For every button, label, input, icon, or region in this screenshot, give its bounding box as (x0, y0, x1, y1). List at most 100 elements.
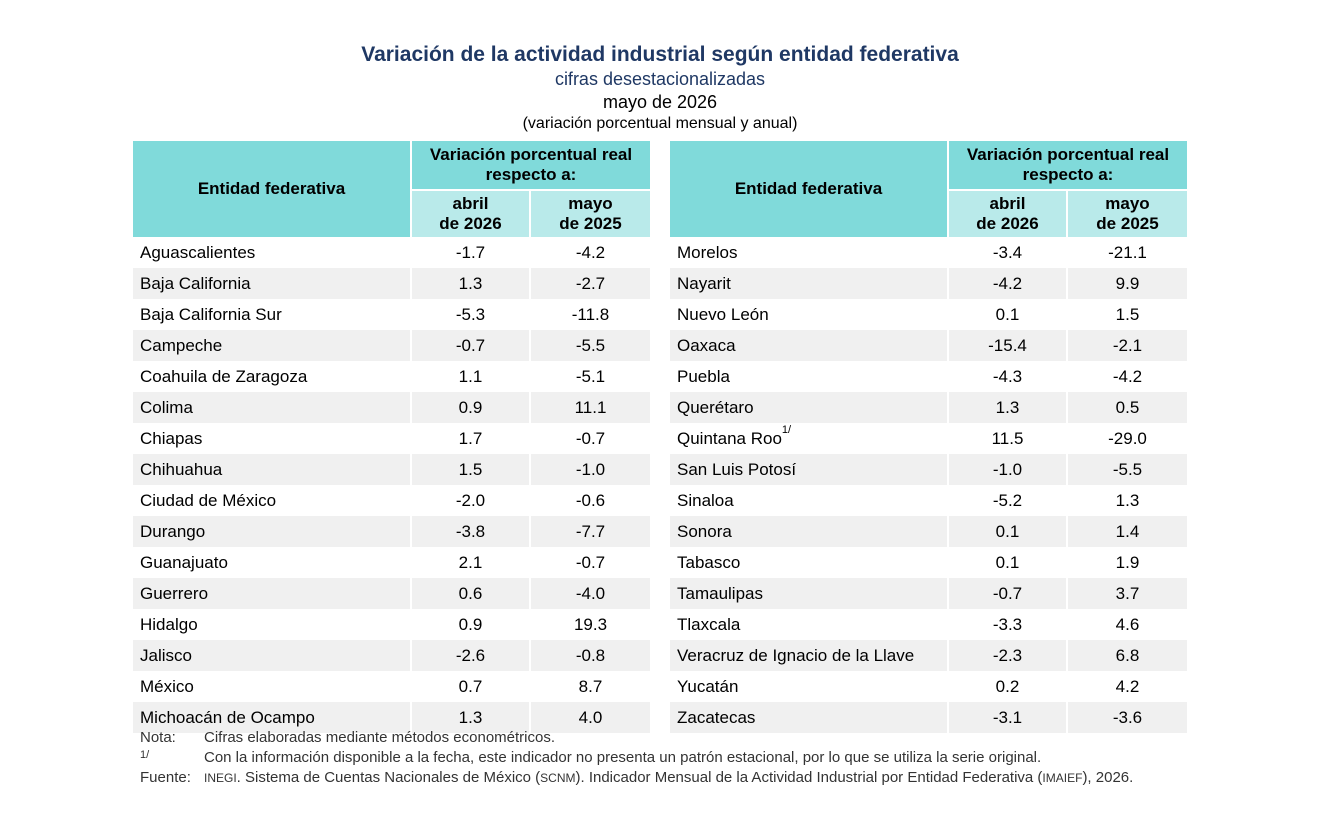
annual-variation-value: 6.8 (1066, 640, 1187, 671)
right-table: Entidad federativa Variación porcentual … (670, 141, 1187, 733)
entity-name: Ciudad de México (140, 491, 277, 510)
entity-name: Guanajuato (140, 553, 228, 572)
annual-variation-value: 4.6 (1066, 609, 1187, 640)
table-row: Tamaulipas -0.7 3.7 (670, 578, 1187, 609)
table-row: Yucatán 0.2 4.2 (670, 671, 1187, 702)
annual-variation-value: 4.0 (529, 702, 650, 733)
monthly-variation-value: 1.5 (410, 454, 529, 485)
table-row: Durango -3.8 -7.7 (133, 516, 650, 547)
entity-name: Campeche (133, 330, 410, 361)
annual-variation-value: -5.5 (529, 330, 650, 361)
monthly-variation-value: -5.2 (947, 485, 1066, 516)
monthly-variation-value: -0.7 (947, 578, 1066, 609)
monthly-variation-value: -1.0 (947, 454, 1066, 485)
table-row: Hidalgo 0.9 19.3 (133, 609, 650, 640)
annual-variation-value: 4.2 (1066, 671, 1187, 702)
monthly-variation-value: 2.1 (410, 547, 529, 578)
entity-name: Tlaxcala (677, 615, 741, 634)
monthly-variation-value: 1.1 (410, 361, 529, 392)
annual-variation-value: -21.1 (1066, 237, 1187, 268)
table-row: Baja California Sur -5.3 -11.8 (133, 299, 650, 330)
annual-variation-value: -29.0 (1066, 423, 1187, 454)
annual-variation-value: 9.9 (1066, 268, 1187, 299)
footnote-marker: 1/ (781, 424, 792, 436)
annual-variation-value: 11.1 (529, 392, 650, 423)
annual-column-header: mayo de 2025 (529, 191, 650, 237)
annual-variation-value: -3.6 (1066, 702, 1187, 733)
monthly-variation-value: -15.4 (947, 330, 1066, 361)
entity-name: Baja California (133, 268, 410, 299)
entity-name: Guerrero (133, 578, 410, 609)
table-row: Nayarit -4.2 9.9 (670, 268, 1187, 299)
period-label: mayo de 2026 (602, 92, 718, 112)
monthly-variation-value: -2.3 (947, 640, 1066, 671)
annual-variation-value: -11.8 (529, 299, 650, 330)
footnote-row: 1/ Con la información disponible a la fe… (140, 748, 1188, 768)
monthly-variation-value: 0.9 (410, 609, 529, 640)
monthly-variation-value: 0.7 (410, 671, 529, 702)
entity-name: Sinaloa (677, 491, 734, 510)
monthly-variation-value: 1.7 (410, 423, 529, 454)
entity-column-header: Entidad federativa (670, 141, 947, 237)
monthly-variation-value: 0.1 (947, 299, 1066, 330)
footnote-text: Con la información disponible a la fecha… (204, 749, 1042, 766)
title-block: Variación de la actividad industrial seg… (0, 42, 1320, 134)
entity-name: Hidalgo (140, 615, 198, 634)
footnote-label: 1/ (140, 749, 150, 761)
entity-name: Quintana Roo1/ (677, 424, 792, 448)
annual-variation-value: -0.6 (529, 485, 650, 516)
page-title: Variación de la actividad industrial seg… (361, 43, 959, 66)
entity-name: Puebla (677, 367, 730, 386)
table-row: Baja California 1.3 -2.7 (133, 268, 650, 299)
entity-name: Chiapas (140, 429, 203, 448)
entity-name: México (140, 677, 194, 696)
entity-name: Querétaro (670, 392, 947, 423)
annual-variation-value: -0.7 (529, 547, 650, 578)
table-row: Veracruz de Ignacio de la Llave -2.3 6.8 (670, 640, 1187, 671)
left-table: Entidad federativa Variación porcentual … (133, 141, 650, 733)
annual-variation-value: 1.5 (1066, 299, 1187, 330)
source-row: Fuente: INEGI. Sistema de Cuentas Nacion… (140, 768, 1188, 788)
entity-name: Coahuila de Zaragoza (140, 367, 308, 386)
table-row: Guanajuato 2.1 -0.7 (133, 547, 650, 578)
monthly-variation-value: 0.1 (947, 547, 1066, 578)
table-row: Tlaxcala -3.3 4.6 (670, 609, 1187, 640)
annual-variation-value: 3.7 (1066, 578, 1187, 609)
table-row: Sonora 0.1 1.4 (670, 516, 1187, 547)
table-row: Morelos -3.4 -21.1 (670, 237, 1187, 268)
annual-variation-value: -7.7 (529, 516, 650, 547)
table-row: Campeche -0.7 -5.5 (133, 330, 650, 361)
monthly-variation-value: -5.3 (410, 299, 529, 330)
annual-variation-value: 1.3 (1066, 485, 1187, 516)
source-label: Fuente: (140, 769, 191, 786)
table-row: Oaxaca -15.4 -2.1 (670, 330, 1187, 361)
notes-section: Nota: Cifras elaboradas mediante métodos… (140, 728, 1188, 788)
annual-variation-value: -0.7 (529, 423, 650, 454)
annual-variation-value: -2.1 (1066, 330, 1187, 361)
nota-text: Cifras elaboradas mediante métodos econo… (204, 729, 556, 746)
monthly-variation-value: -4.2 (947, 268, 1066, 299)
annual-variation-value: 19.3 (529, 609, 650, 640)
entity-name: Veracruz de Ignacio de la Llave (670, 640, 947, 671)
entity-name: Chihuahua (133, 454, 410, 485)
annual-variation-value: 1.9 (1066, 547, 1187, 578)
annual-variation-value: -5.1 (529, 361, 650, 392)
table-row: Michoacán de Ocampo 1.3 4.0 (133, 702, 650, 733)
monthly-column-header: abril de 2026 (947, 191, 1066, 237)
table-row: San Luis Potosí -1.0 -5.5 (670, 454, 1187, 485)
variation-group-header: Variación porcentual real respecto a: (947, 141, 1187, 191)
annual-variation-value: -4.2 (1066, 361, 1187, 392)
annual-variation-value: -1.0 (529, 454, 650, 485)
table-row: Jalisco -2.6 -0.8 (133, 640, 650, 671)
monthly-column-header: abril de 2026 (410, 191, 529, 237)
annual-variation-value: 1.4 (1066, 516, 1187, 547)
annual-variation-value: 8.7 (529, 671, 650, 702)
unit-note: (variación porcentual mensual y anual) (522, 115, 798, 132)
entity-name: Zacatecas (670, 702, 947, 733)
monthly-variation-value: 0.6 (410, 578, 529, 609)
table-row: Sinaloa -5.2 1.3 (670, 485, 1187, 516)
annual-variation-value: -4.2 (529, 237, 650, 268)
monthly-variation-value: -3.1 (947, 702, 1066, 733)
monthly-variation-value: -3.8 (410, 516, 529, 547)
table-row: Chihuahua 1.5 -1.0 (133, 454, 650, 485)
